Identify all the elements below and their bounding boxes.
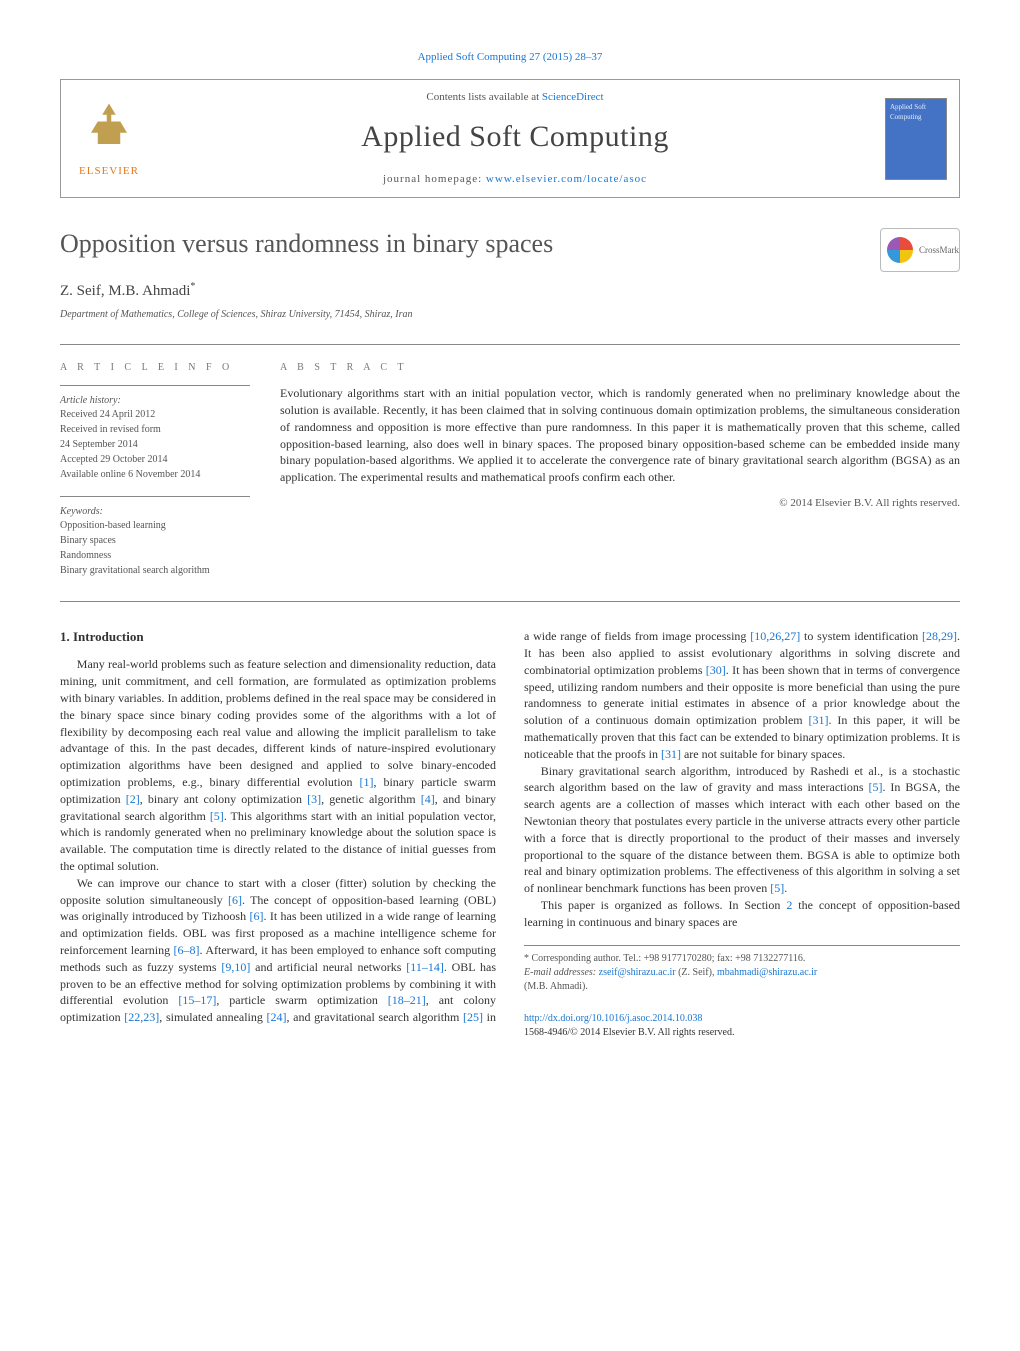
section-1-heading: 1. Introduction — [60, 628, 496, 646]
text-run: Many real-world problems such as feature… — [60, 657, 496, 789]
elsevier-logo: ELSEVIER — [73, 97, 145, 181]
text-run: , simulated annealing — [159, 1010, 266, 1024]
journal-header: ELSEVIER Contents lists available at Sci… — [60, 79, 960, 198]
text-run: This paper is organized as follows. In S… — [541, 898, 787, 912]
crossmark-icon — [887, 237, 913, 263]
homepage-line: journal homepage: www.elsevier.com/locat… — [145, 172, 885, 187]
email-link[interactable]: zseif@shirazu.ac.ir — [599, 967, 676, 978]
contents-prefix: Contents lists available at — [426, 91, 541, 103]
corresponding-mark: * — [190, 281, 195, 292]
abstract-text: Evolutionary algorithms start with an in… — [280, 385, 960, 486]
article-history-block: Article history: Received 24 April 2012 … — [60, 385, 250, 482]
email-line: E-mail addresses: zseif@shirazu.ac.ir (Z… — [524, 966, 960, 980]
citation-link[interactable]: [5] — [868, 780, 882, 794]
citation-link[interactable]: [5] — [210, 809, 224, 823]
citation-link[interactable]: [15–17] — [178, 993, 216, 1007]
contents-available-line: Contents lists available at ScienceDirec… — [145, 90, 885, 105]
keyword: Randomness — [60, 549, 250, 563]
doi-block: http://dx.doi.org/10.1016/j.asoc.2014.10… — [524, 1012, 960, 1040]
history-line: Received 24 April 2012 — [60, 408, 250, 422]
footnote-block: * Corresponding author. Tel.: +98 917717… — [524, 945, 960, 994]
text-run: are not suitable for binary spaces. — [681, 747, 845, 761]
sciencedirect-link[interactable]: ScienceDirect — [542, 91, 604, 103]
body-paragraph: Binary gravitational search algorithm, i… — [524, 763, 960, 897]
title-row: Opposition versus randomness in binary s… — [60, 228, 960, 272]
citation-link[interactable]: [31] — [661, 747, 681, 761]
body-paragraph: This paper is organized as follows. In S… — [524, 897, 960, 931]
corresponding-author-note: * Corresponding author. Tel.: +98 917717… — [524, 952, 960, 966]
top-journal-link[interactable]: Applied Soft Computing 27 (2015) 28–37 — [418, 51, 603, 63]
abstract-block: A B S T R A C T Evolutionary algorithms … — [270, 361, 960, 579]
journal-cover-thumbnail: Applied Soft Computing — [885, 98, 947, 180]
elsevier-text: ELSEVIER — [79, 164, 139, 179]
abstract-copyright: © 2014 Elsevier B.V. All rights reserved… — [280, 496, 960, 511]
crossmark-badge[interactable]: CrossMark — [880, 228, 960, 272]
homepage-prefix: journal homepage: — [383, 173, 486, 185]
citation-link[interactable]: [6] — [249, 909, 263, 923]
section-number: 1. — [60, 629, 70, 644]
body-columns: 1. Introduction Many real-world problems… — [60, 628, 960, 1039]
history-line: Received in revised form — [60, 423, 250, 437]
keyword: Binary gravitational search algorithm — [60, 564, 250, 578]
text-run: and artificial neural networks — [250, 960, 406, 974]
doi-link[interactable]: http://dx.doi.org/10.1016/j.asoc.2014.10… — [524, 1013, 702, 1024]
citation-link[interactable]: [10,26,27] — [750, 629, 800, 643]
header-center: Contents lists available at ScienceDirec… — [145, 90, 885, 187]
citation-link[interactable]: [2] — [126, 792, 140, 806]
text-run: . In BGSA, the search agents are a colle… — [524, 780, 960, 895]
history-line: Available online 6 November 2014 — [60, 468, 250, 482]
affiliation: Department of Mathematics, College of Sc… — [60, 308, 960, 322]
citation-link[interactable]: [3] — [307, 792, 321, 806]
keyword: Binary spaces — [60, 534, 250, 548]
citation-link[interactable]: [28,29] — [922, 629, 957, 643]
citation-link[interactable]: [6–8] — [174, 943, 200, 957]
journal-name: Applied Soft Computing — [145, 116, 885, 158]
citation-link[interactable]: [6] — [228, 893, 242, 907]
citation-link[interactable]: [9,10] — [221, 960, 250, 974]
issn-line: 1568-4946/© 2014 Elsevier B.V. All right… — [524, 1026, 960, 1040]
history-line: Accepted 29 October 2014 — [60, 453, 250, 467]
text-run: . — [784, 881, 787, 895]
keywords-head: Keywords: — [60, 506, 103, 517]
citation-link[interactable]: [4] — [421, 792, 435, 806]
text-run: , genetic algorithm — [321, 792, 421, 806]
authors-text: Z. Seif, M.B. Ahmadi — [60, 283, 190, 299]
top-journal-reference: Applied Soft Computing 27 (2015) 28–37 — [60, 50, 960, 65]
authors-line: Z. Seif, M.B. Ahmadi* — [60, 280, 960, 302]
text-run: , binary ant colony optimization — [140, 792, 307, 806]
keyword: Opposition-based learning — [60, 519, 250, 533]
elsevier-tree-icon — [82, 99, 136, 160]
email-who2: (M.B. Ahmadi). — [524, 980, 960, 994]
citation-link[interactable]: [11–14] — [406, 960, 444, 974]
abstract-label: A B S T R A C T — [280, 361, 960, 375]
email-who: (Z. Seif), — [676, 967, 717, 978]
citation-link[interactable]: [1] — [359, 775, 373, 789]
citation-link[interactable]: [5] — [770, 881, 784, 895]
homepage-link[interactable]: www.elsevier.com/locate/asoc — [486, 173, 647, 185]
text-run: , particle swarm optimization — [216, 993, 387, 1007]
citation-link[interactable]: [31] — [809, 713, 829, 727]
keywords-block: Keywords: Opposition-based learning Bina… — [60, 496, 250, 578]
history-head: Article history: — [60, 395, 121, 406]
citation-link[interactable]: [22,23] — [124, 1010, 159, 1024]
page-container: Applied Soft Computing 27 (2015) 28–37 E… — [0, 0, 1020, 1080]
history-line: 24 September 2014 — [60, 438, 250, 452]
text-run: , and gravitational search algorithm — [287, 1010, 463, 1024]
crossmark-label: CrossMark — [919, 244, 959, 257]
body-paragraph: Many real-world problems such as feature… — [60, 656, 496, 874]
info-abstract-row: A R T I C L E I N F O Article history: R… — [60, 344, 960, 602]
email-link[interactable]: mbahmadi@shirazu.ac.ir — [717, 967, 817, 978]
citation-link[interactable]: [24] — [267, 1010, 287, 1024]
article-info: A R T I C L E I N F O Article history: R… — [60, 361, 270, 579]
email-label: E-mail addresses: — [524, 967, 599, 978]
citation-link[interactable]: [18–21] — [388, 993, 426, 1007]
section-title: Introduction — [73, 629, 144, 644]
cover-text: Applied Soft Computing — [890, 103, 942, 123]
article-info-label: A R T I C L E I N F O — [60, 361, 250, 375]
citation-link[interactable]: [30] — [706, 663, 726, 677]
citation-link[interactable]: [25] — [463, 1010, 483, 1024]
article-title: Opposition versus randomness in binary s… — [60, 228, 553, 259]
text-run: to system identification — [800, 629, 922, 643]
